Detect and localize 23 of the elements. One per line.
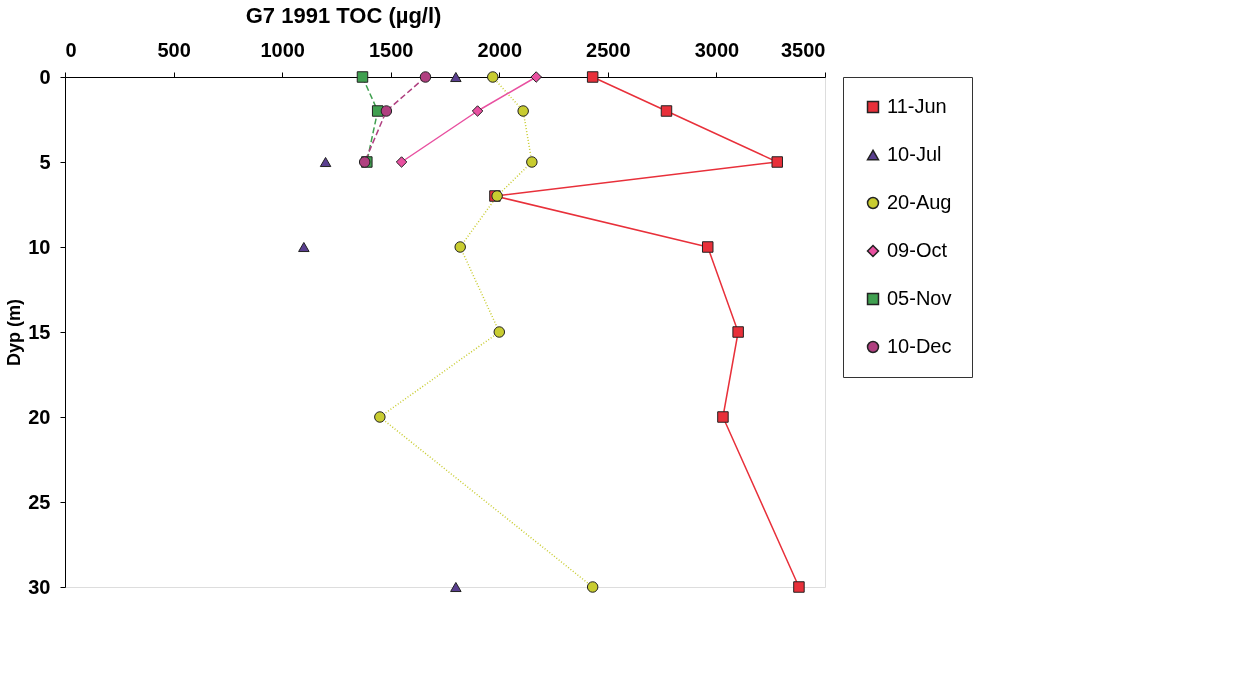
chart-title: G7 1991 TOC (µg/l) bbox=[245, 3, 442, 28]
x-tick-label: 2500 bbox=[586, 38, 631, 61]
legend-label: 11-Jun bbox=[887, 95, 947, 117]
y-axis-title: Dyp (m) bbox=[4, 299, 25, 366]
x-tick-label: 500 bbox=[157, 38, 191, 61]
x-tick-label: 1000 bbox=[260, 38, 305, 61]
y-tick-label: 0 bbox=[39, 65, 51, 88]
y-tick-label: 30 bbox=[28, 575, 51, 598]
y-tick-label: 5 bbox=[39, 150, 51, 173]
y-tick-label: 20 bbox=[28, 405, 51, 428]
x-tick-label: 3000 bbox=[694, 38, 740, 61]
x-tick-label: 0 bbox=[65, 38, 77, 61]
legend-label: 20-Aug bbox=[887, 191, 952, 213]
legend-label: 10-Jul bbox=[887, 143, 942, 165]
legend-label: 10-Dec bbox=[887, 335, 952, 357]
x-tick-label: 3500 bbox=[781, 38, 826, 61]
y-tick-label: 10 bbox=[28, 235, 51, 258]
y-tick-label: 25 bbox=[28, 490, 51, 513]
x-tick-label: 2000 bbox=[477, 38, 523, 61]
x-tick-label: 1500 bbox=[368, 38, 414, 61]
legend-label: 09-Oct bbox=[887, 239, 948, 261]
legend-label: 05-Nov bbox=[887, 287, 952, 309]
y-tick-label: 15 bbox=[28, 320, 51, 343]
